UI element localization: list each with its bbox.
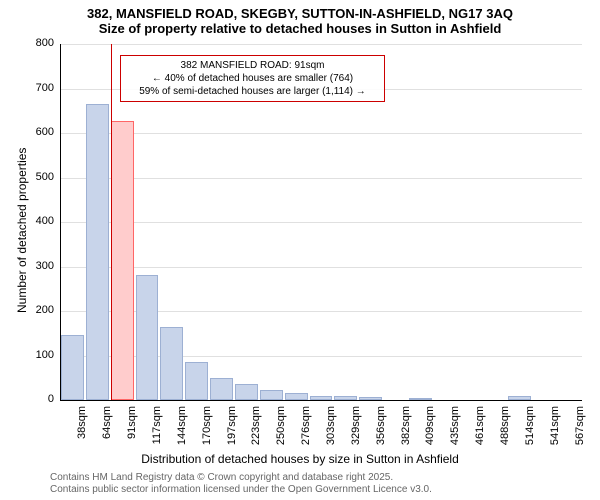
bar	[260, 390, 283, 400]
bar	[235, 384, 258, 400]
x-tick-label: 382sqm	[400, 406, 412, 446]
y-tick-label: 700	[26, 82, 54, 94]
y-tick-label: 500	[26, 171, 54, 183]
footer-line-1: Contains HM Land Registry data © Crown c…	[50, 472, 393, 483]
y-axis-line	[60, 44, 61, 400]
x-tick-label: 144sqm	[176, 406, 188, 446]
x-tick-label: 197sqm	[226, 406, 238, 446]
y-tick-label: 400	[26, 215, 54, 227]
gridline	[60, 133, 582, 134]
chart-container: 382, MANSFIELD ROAD, SKEGBY, SUTTON-IN-A…	[0, 0, 600, 500]
annotation-line-3: 59% of semi-detached houses are larger (…	[127, 85, 378, 98]
gridline	[60, 267, 582, 268]
x-tick-label: 170sqm	[201, 406, 213, 446]
gridline	[60, 178, 582, 179]
x-tick-label: 409sqm	[424, 406, 436, 446]
x-tick-label: 250sqm	[275, 406, 287, 446]
gridline	[60, 222, 582, 223]
annotation-line-1: 382 MANSFIELD ROAD: 91sqm	[127, 59, 378, 72]
x-tick-label: 356sqm	[375, 406, 387, 446]
x-tick-label: 488sqm	[499, 406, 511, 446]
marker-line	[111, 44, 112, 400]
y-tick-label: 200	[26, 304, 54, 316]
bar	[285, 393, 308, 400]
x-tick-label: 64sqm	[101, 406, 113, 446]
y-tick-label: 100	[26, 349, 54, 361]
bar	[210, 378, 233, 400]
x-axis-line	[60, 400, 582, 401]
bar	[185, 362, 208, 400]
y-tick-label: 800	[26, 37, 54, 49]
y-tick-label: 300	[26, 260, 54, 272]
footer-line-2: Contains public sector information licen…	[50, 484, 432, 495]
y-tick-label: 0	[26, 393, 54, 405]
y-tick-label: 600	[26, 126, 54, 138]
x-tick-label: 223sqm	[250, 406, 262, 446]
x-tick-label: 435sqm	[449, 406, 461, 446]
x-tick-label: 117sqm	[151, 406, 163, 446]
x-tick-label: 567sqm	[574, 406, 586, 446]
title-line-2: Size of property relative to detached ho…	[0, 21, 600, 36]
highlight-bar	[111, 121, 134, 400]
x-tick-label: 514sqm	[524, 406, 536, 446]
title-line-1: 382, MANSFIELD ROAD, SKEGBY, SUTTON-IN-A…	[0, 6, 600, 21]
annotation-box: 382 MANSFIELD ROAD: 91sqm ← 40% of detac…	[120, 55, 385, 102]
x-tick-label: 303sqm	[325, 406, 337, 446]
x-tick-label: 276sqm	[300, 406, 312, 446]
bar	[61, 335, 84, 400]
bar	[86, 104, 109, 400]
x-tick-label: 461sqm	[474, 406, 486, 446]
annotation-line-2: ← 40% of detached houses are smaller (76…	[127, 72, 378, 85]
x-tick-label: 38sqm	[76, 406, 88, 446]
gridline	[60, 44, 582, 45]
x-tick-label: 329sqm	[350, 406, 362, 446]
bar	[160, 327, 183, 400]
x-tick-label: 91sqm	[126, 406, 138, 446]
title-block: 382, MANSFIELD ROAD, SKEGBY, SUTTON-IN-A…	[0, 0, 600, 36]
bar	[136, 275, 159, 400]
x-axis-label: Distribution of detached houses by size …	[0, 452, 600, 466]
x-tick-label: 541sqm	[549, 406, 561, 446]
